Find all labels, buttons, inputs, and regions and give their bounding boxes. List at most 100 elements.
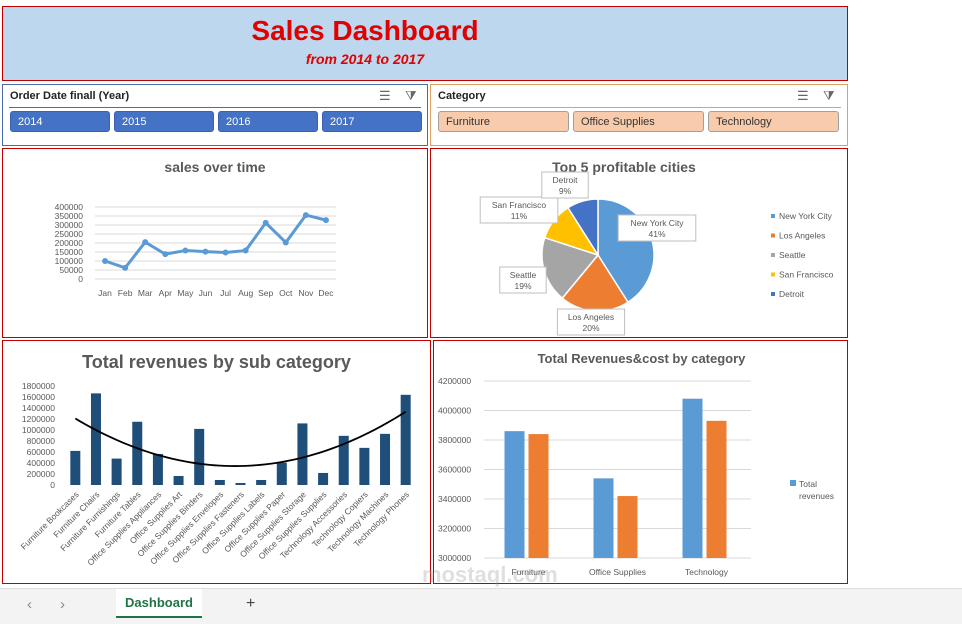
x-tick-label: Sep xyxy=(258,288,273,298)
watermark: mostaql.com xyxy=(422,562,558,587)
category-revenue-cost-chart[interactable]: Total Revenues&cost by category 3000000 3… xyxy=(433,340,848,584)
legend-marker xyxy=(771,272,775,277)
legend-marker xyxy=(771,253,775,257)
bar xyxy=(359,447,370,485)
data-label-box xyxy=(479,196,559,224)
multi-select-icon[interactable]: ☰ xyxy=(797,88,809,103)
data-point xyxy=(102,258,109,264)
data-point xyxy=(182,247,189,254)
chart-title: Total Revenues&cost by category xyxy=(434,351,849,366)
y-tick-label: 300000 xyxy=(55,220,84,230)
y-tick-label: 1800000 xyxy=(22,381,55,391)
sales-over-time-chart[interactable]: sales over time 0 50000 100000 150000 200000… xyxy=(2,148,428,338)
data-point xyxy=(142,239,149,246)
y-tick-label: 3200000 xyxy=(438,524,471,534)
chart-title: sales over time xyxy=(164,159,266,175)
data-label-value: 11% xyxy=(511,211,528,221)
x-tick-label: Jan xyxy=(98,288,112,298)
y-tick-label: 1400000 xyxy=(22,403,55,413)
bar xyxy=(276,462,287,485)
series-line xyxy=(104,213,327,270)
y-tick-label: 250000 xyxy=(55,229,84,239)
clear-filter-icon[interactable]: ⧩ xyxy=(823,88,835,103)
bar xyxy=(152,453,163,485)
legend-marker xyxy=(771,292,775,296)
data-point xyxy=(282,239,289,246)
x-tick-label: May xyxy=(177,288,194,298)
data-point xyxy=(262,219,269,226)
data-point xyxy=(162,251,169,258)
y-tick-label: 4200000 xyxy=(438,376,471,386)
chart-title: Total revenues by sub category xyxy=(82,352,351,372)
data-label-name: Los Angeles xyxy=(568,312,614,322)
y-tick-label: 400000 xyxy=(55,202,84,212)
chart-title: Top 5 profitable cities xyxy=(552,159,696,175)
x-tick-label: Technology xyxy=(685,567,729,577)
trendline xyxy=(74,410,407,467)
slicer-item-2015[interactable]: 2015 xyxy=(114,111,214,132)
top-cities-pie-chart[interactable]: Top 5 profitable cities New York City 41%… xyxy=(430,148,848,338)
data-point xyxy=(122,264,129,271)
data-label-box xyxy=(499,266,547,294)
legend-label: New York City xyxy=(779,211,833,221)
data-point xyxy=(202,248,209,255)
data-label-value: 20% xyxy=(582,323,599,333)
bar xyxy=(132,421,143,485)
slicer-item-office-supplies[interactable]: Office Supplies xyxy=(573,111,704,132)
sheet-tab-bar: ‹ › Dashboard + xyxy=(0,588,962,624)
y-tick-label: 400000 xyxy=(27,458,56,468)
legend-label: Los Angeles xyxy=(779,231,825,241)
year-slicer: Order Date finall (Year) ☰ ⧩ 2014 2015 2… xyxy=(2,84,428,146)
bar xyxy=(256,479,267,485)
clear-filter-icon[interactable]: ⧩ xyxy=(405,88,417,103)
sheet-tab-dashboard[interactable]: Dashboard xyxy=(116,589,202,618)
divider xyxy=(437,107,841,108)
legend-label: San Francisco xyxy=(779,270,834,280)
legend-label: revenues xyxy=(799,491,834,501)
slicer-item-technology[interactable]: Technology xyxy=(708,111,839,132)
bar xyxy=(214,479,225,485)
bar xyxy=(338,435,349,485)
data-label-name: Detroit xyxy=(552,175,578,185)
multi-select-icon[interactable]: ☰ xyxy=(379,88,391,103)
subcategory-revenue-chart[interactable]: Total revenues by sub category 0 200000 40… xyxy=(2,340,431,584)
bar xyxy=(528,434,549,558)
page-title: Sales Dashboard xyxy=(251,15,479,46)
slicer-item-furniture[interactable]: Furniture xyxy=(438,111,569,132)
x-tick-label: Apr xyxy=(159,288,172,298)
y-tick-label: 600000 xyxy=(27,447,56,457)
bar xyxy=(318,472,329,485)
y-tick-label: 3000000 xyxy=(438,553,471,563)
y-tick-label: 3400000 xyxy=(438,494,471,504)
data-point xyxy=(302,212,309,219)
bar xyxy=(400,394,411,485)
bar xyxy=(111,458,122,485)
bar xyxy=(682,398,703,558)
slicer-item-2017[interactable]: 2017 xyxy=(322,111,422,132)
y-tick-label: 200000 xyxy=(55,238,84,248)
slicer-item-2016[interactable]: 2016 xyxy=(218,111,318,132)
bar xyxy=(617,496,638,558)
pie-slice xyxy=(566,198,599,258)
y-tick-label: 1000000 xyxy=(22,425,55,435)
data-label-box xyxy=(556,308,626,336)
data-label-value: 19% xyxy=(514,281,531,291)
data-label-box xyxy=(617,214,697,242)
slicer-title: Order Date finall (Year) xyxy=(10,90,130,102)
data-label-name: San Francisco xyxy=(492,200,547,210)
x-tick-label: Oct xyxy=(279,288,293,298)
x-tick-label: Jul xyxy=(220,288,231,298)
legend-label: Detroit xyxy=(779,289,805,299)
data-label-value: 9% xyxy=(559,186,572,196)
bar xyxy=(593,478,614,558)
chevron-right-icon[interactable]: › xyxy=(60,596,65,613)
x-tick-label: Nov xyxy=(298,288,314,298)
chevron-left-icon[interactable]: ‹ xyxy=(27,596,32,613)
y-tick-label: 150000 xyxy=(55,247,84,257)
y-tick-label: 50000 xyxy=(59,265,83,275)
slicer-item-2014[interactable]: 2014 xyxy=(10,111,110,132)
slicer-title: Category xyxy=(438,90,486,102)
y-tick-label: 800000 xyxy=(27,436,56,446)
plus-icon[interactable]: + xyxy=(246,595,256,612)
data-label-name: New York City xyxy=(631,218,685,228)
